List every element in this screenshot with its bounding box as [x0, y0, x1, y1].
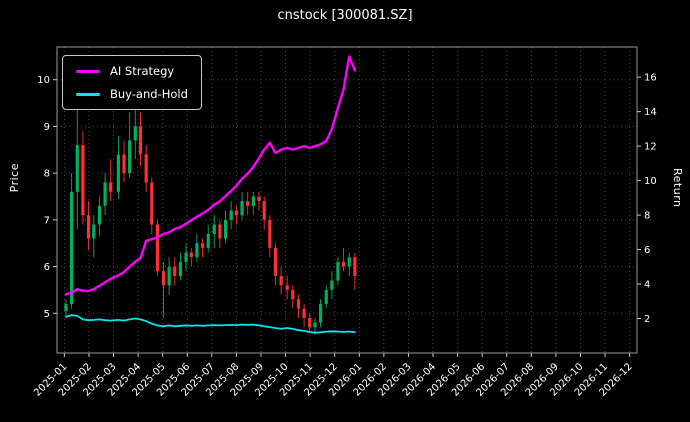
- candle-up: [70, 191, 74, 304]
- candle-down: [341, 261, 346, 267]
- candle-up: [64, 303, 68, 311]
- candle-up: [178, 261, 183, 276]
- legend-item-ai-strategy: AI Strategy: [76, 64, 188, 78]
- candle-up: [212, 224, 216, 234]
- candle-up: [167, 266, 171, 286]
- candle-down: [262, 201, 266, 220]
- candle-up: [116, 154, 120, 192]
- candle-up: [195, 243, 199, 258]
- candle-down: [285, 285, 289, 290]
- candle-up: [103, 182, 107, 206]
- candle-down: [86, 215, 91, 239]
- candle-down: [81, 145, 85, 216]
- return-tick-label: 16: [644, 73, 657, 84]
- chart-title: cnstock [300081.SZ]: [277, 8, 413, 23]
- candle-up: [324, 289, 328, 304]
- candle-up: [133, 126, 137, 141]
- candle-up: [336, 261, 340, 281]
- candle-up: [92, 224, 96, 239]
- ai-strategy-line: [64, 55, 357, 296]
- candle-down: [302, 308, 306, 318]
- price-tick-label: 7: [44, 215, 50, 226]
- candle-down: [150, 182, 154, 225]
- candle-up: [223, 219, 228, 239]
- legend-label-ai-strategy: AI Strategy: [110, 64, 175, 78]
- return-tick-label: 6: [644, 245, 650, 256]
- candle-down: [200, 243, 205, 248]
- candle-up: [330, 280, 334, 290]
- buy-and-hold-line-swatch: [76, 92, 100, 96]
- axes-frame: [56, 46, 638, 354]
- ai-strategy-line-swatch: [76, 69, 100, 73]
- legend: AI Strategy Buy-and-Hold: [62, 55, 202, 110]
- candle-up: [75, 145, 79, 192]
- return-tick-label: 10: [644, 176, 657, 187]
- return-tick-label: 14: [644, 107, 657, 118]
- candle-up: [240, 201, 244, 216]
- return-tick-label: 8: [644, 211, 650, 222]
- legend-item-buy-and-hold: Buy-and-Hold: [76, 87, 188, 101]
- return-tick-label: 12: [644, 142, 657, 153]
- candle-up: [319, 303, 323, 323]
- candle-down: [189, 252, 193, 258]
- left-axis-label: Price: [8, 163, 21, 193]
- candle-down: [173, 266, 177, 276]
- candle-down: [268, 219, 272, 248]
- candle-down: [273, 247, 278, 276]
- candle-down: [279, 275, 283, 286]
- return-tick-label: 2: [644, 314, 650, 325]
- price-tick-label: 6: [44, 262, 50, 273]
- candle-up: [251, 196, 255, 206]
- candle-up: [97, 205, 102, 225]
- price-tick-label: 10: [37, 75, 50, 86]
- candle-down: [122, 154, 126, 174]
- legend-label-buy-and-hold: Buy-and-Hold: [110, 87, 188, 101]
- price-tick-label: 5: [44, 309, 50, 320]
- candle-down: [308, 317, 312, 328]
- candle-down: [161, 271, 166, 286]
- buy-and-hold-line: [65, 314, 356, 334]
- candle-down: [257, 196, 261, 202]
- candle-down: [353, 257, 357, 276]
- candle-down: [296, 299, 301, 309]
- candle-up: [206, 233, 210, 248]
- right-axis-label: Return: [671, 168, 684, 208]
- candle-down: [138, 126, 143, 155]
- candle-down: [291, 289, 295, 300]
- candle-up: [184, 252, 188, 262]
- price-tick-label: 9: [44, 122, 50, 133]
- candle-down: [234, 210, 239, 216]
- candle-up: [313, 322, 317, 328]
- candle-down: [144, 154, 148, 183]
- candle-down: [155, 224, 160, 272]
- candle-down: [109, 182, 113, 192]
- return-tick-label: 4: [644, 280, 650, 291]
- candle-down: [218, 224, 222, 239]
- candle-up: [347, 257, 351, 267]
- candle-down: [246, 201, 250, 206]
- candle-up: [229, 210, 233, 220]
- price-tick-label: 8: [44, 169, 50, 180]
- candle-up: [128, 140, 132, 174]
